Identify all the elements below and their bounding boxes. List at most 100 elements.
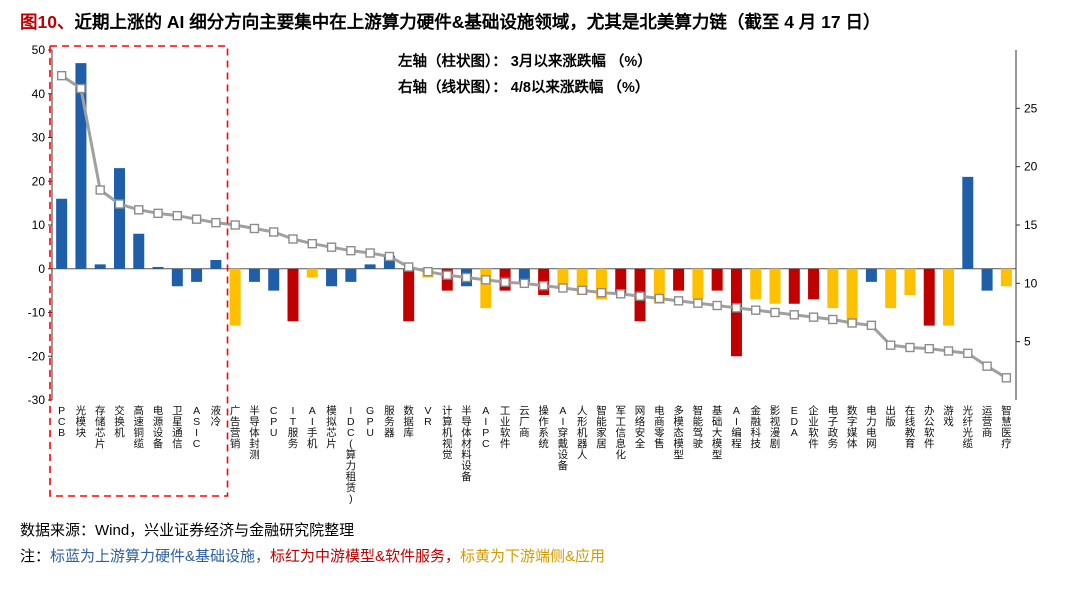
x-axis-label: 游戏 <box>943 404 954 428</box>
line-marker <box>269 227 279 237</box>
x-axis-label: 人形机器人 <box>577 405 588 461</box>
x-axis-label: 电商零售 <box>654 404 665 450</box>
bar <box>595 268 607 300</box>
x-axis-label: 云厂商 <box>519 405 530 439</box>
x-axis-label: 电力电网 <box>866 404 877 450</box>
bar <box>94 264 106 269</box>
line-marker <box>56 70 67 81</box>
x-axis-label: 智能驾驶 <box>693 404 704 450</box>
line-marker <box>712 300 722 311</box>
bar <box>923 268 935 326</box>
bar <box>133 233 145 269</box>
bar <box>306 268 318 278</box>
bar <box>904 268 916 295</box>
line-marker <box>866 320 877 331</box>
bar <box>943 268 955 326</box>
plot-area: 50 40 30 20 10 0 -10 -20 -30 25 20 15 10 5 P C B 光模块存储芯片交… <box>28 43 1038 505</box>
x-axis-label: 金融科技 <box>750 404 761 450</box>
line-marker <box>403 262 414 272</box>
bar <box>846 268 858 326</box>
bar <box>576 268 588 295</box>
x-axis-label: 存储芯片 <box>95 404 106 450</box>
bar <box>75 63 87 269</box>
line-marker <box>114 199 125 209</box>
line-marker <box>789 310 799 320</box>
line-marker <box>731 303 742 313</box>
trend-line <box>60 74 1008 380</box>
bar <box>287 268 299 322</box>
x-axis-label: 液冷 <box>211 404 222 428</box>
x-axis-label: A I 手机 <box>307 405 318 450</box>
bar <box>615 268 627 295</box>
line-marker <box>481 275 491 285</box>
line-marker <box>172 210 183 221</box>
x-axis-label: 交换机 <box>114 404 125 439</box>
note-downstream-yellow: 标黄为下游端侧&应用 <box>460 548 606 565</box>
y-axis-left-tick-label: 50 <box>32 43 46 57</box>
x-axis-label: 军工信息化 <box>616 405 627 461</box>
bar <box>268 268 280 291</box>
classification-note: 注：标蓝为上游算力硬件&基础设施，标红为中游模型&软件服务，标黄为下游端侧&应用 <box>0 540 1080 566</box>
bar <box>229 268 241 326</box>
trend-line-group <box>56 70 1012 383</box>
line-marker <box>346 245 356 256</box>
x-axis-label: 数据库 <box>403 404 414 439</box>
line-marker <box>442 270 452 280</box>
line-marker <box>365 248 375 258</box>
x-axis-label: 基础大模型 <box>712 404 723 461</box>
data-source: 数据来源：Wind，兴业证券经济与金融研究院整理 <box>20 522 355 539</box>
x-axis-label: A I 编程 <box>731 405 742 450</box>
figure-title-text: 近期上涨的 AI 细分方向主要集中在上游算力硬件&基础设施领域，尤其是北美算力链… <box>74 12 881 32</box>
y-axis-right-tick-label: 25 <box>1024 101 1038 115</box>
line-marker <box>326 242 337 252</box>
note-upstream-blue: 标蓝为上游算力硬件&基础设施， <box>50 548 271 565</box>
line-marker <box>538 280 549 291</box>
bar <box>518 268 530 282</box>
line-marker <box>982 361 992 371</box>
x-axis-label: 出版 <box>885 404 896 428</box>
bar <box>962 176 974 269</box>
bar <box>653 268 665 304</box>
legend-right-axis: 右轴（线状图）： 4/8以来涨跌幅 （%） <box>398 78 649 96</box>
line-marker <box>693 298 703 308</box>
line-marker <box>654 293 665 304</box>
highlight-box <box>49 45 229 497</box>
x-axis-label: 网络安全 <box>635 405 646 450</box>
bar <box>865 268 877 282</box>
bar <box>383 255 395 269</box>
y-axis-left-tick-label: 40 <box>32 87 46 101</box>
line-marker <box>828 314 838 325</box>
x-axis-label: 高速铜缆 <box>134 404 145 450</box>
x-axis-label: 半导体封测 <box>249 404 260 461</box>
line-marker <box>95 185 105 195</box>
line-marker <box>905 342 915 353</box>
line-marker <box>808 312 819 322</box>
x-axis-label: 运营商 <box>982 405 993 439</box>
line-marker <box>885 340 896 350</box>
x-axis-label: 数字媒体 <box>847 404 858 450</box>
bar <box>56 198 68 269</box>
x-axis-label: 操作系统 <box>538 404 549 450</box>
x-axis-label: 半导体材料设备 <box>461 404 472 483</box>
line-marker <box>673 296 684 306</box>
x-axis-label: 智慧医疗 <box>1001 404 1012 450</box>
y-axis-left-tick-label: 20 <box>32 174 46 188</box>
bar <box>113 168 125 269</box>
y-axis-right-tick-label: 20 <box>1024 160 1038 174</box>
line-marker <box>288 234 298 244</box>
line-marker <box>461 272 472 283</box>
bar <box>692 268 704 300</box>
line-marker <box>134 205 144 215</box>
y-axis-left-tick-label: -30 <box>28 393 46 407</box>
x-axis-label: 工业软件 <box>500 405 511 450</box>
line-marker <box>211 217 221 228</box>
x-axis-label: 智能家居 <box>596 404 607 450</box>
bar <box>750 268 762 300</box>
line-marker <box>770 307 780 318</box>
chart-container: 左轴（柱状图）： 3月以来涨跌幅 （%） 右轴（线状图）： 4/8以来涨跌幅 （… <box>0 38 1080 513</box>
